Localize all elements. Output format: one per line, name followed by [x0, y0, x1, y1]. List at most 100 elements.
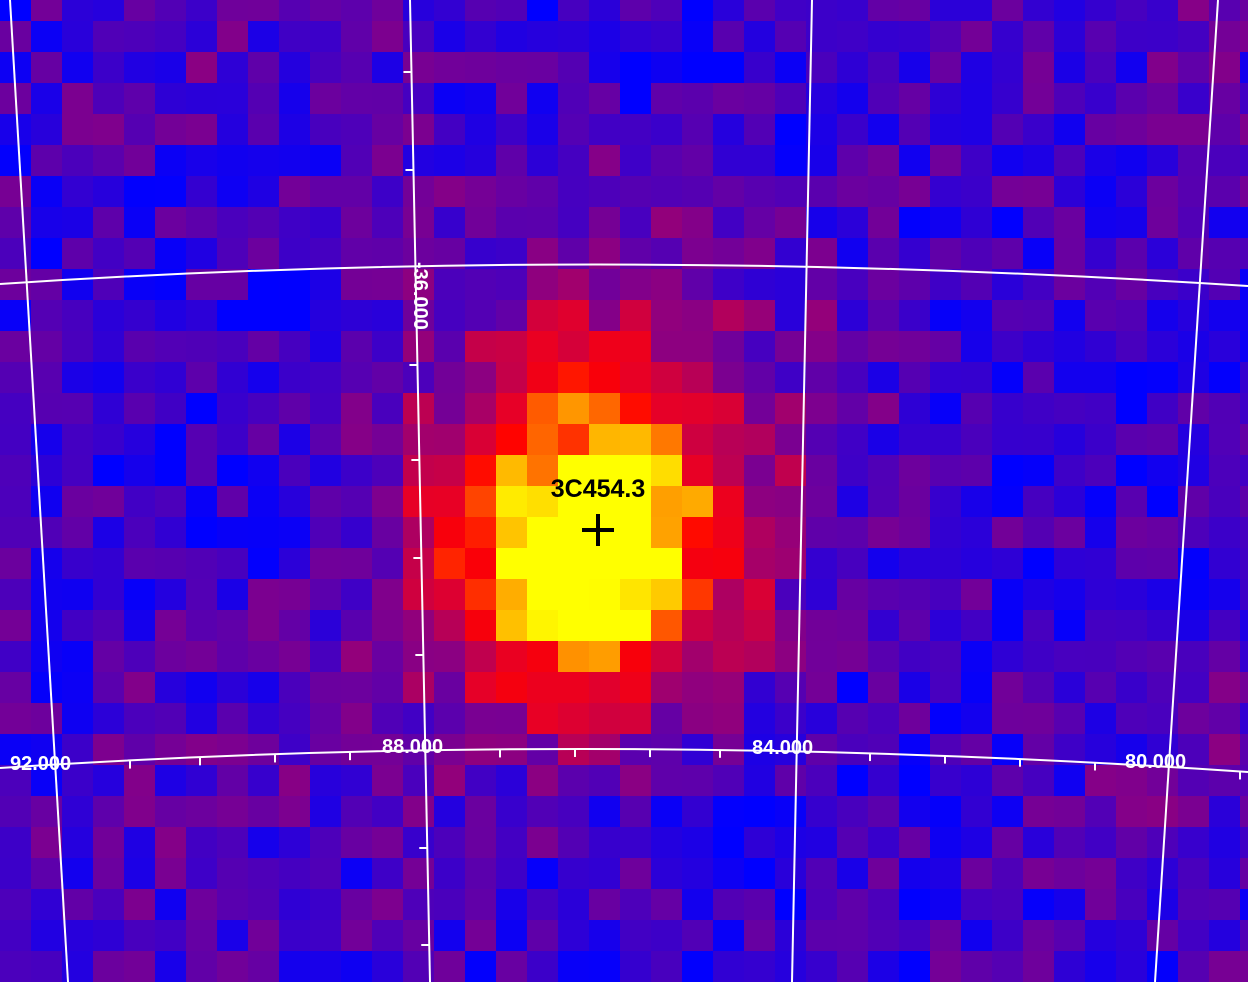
pixel [1023, 610, 1055, 642]
pixel [372, 52, 404, 84]
pixel [1116, 765, 1148, 797]
pixel [93, 765, 125, 797]
pixel [403, 796, 435, 828]
pixel [620, 207, 652, 239]
pixel [93, 424, 125, 456]
pixel [1085, 362, 1117, 394]
pixel [155, 145, 187, 177]
pixel [155, 300, 187, 332]
pixel [155, 0, 187, 22]
pixel [0, 517, 32, 549]
pixel [93, 21, 125, 53]
pixel [217, 796, 249, 828]
pixel [961, 455, 993, 487]
pixel [682, 300, 714, 332]
pixel [279, 145, 311, 177]
pixel [217, 238, 249, 270]
pixel [899, 145, 931, 177]
pixel [992, 176, 1024, 208]
pixel [1085, 951, 1117, 982]
pixel [279, 83, 311, 115]
pixel [775, 145, 807, 177]
pixel [1209, 951, 1241, 982]
pixel [1240, 858, 1248, 890]
pixel [465, 796, 497, 828]
pixel [775, 579, 807, 611]
pixel [992, 920, 1024, 952]
pixel [186, 703, 218, 735]
pixel [217, 548, 249, 580]
pixel [899, 269, 931, 301]
pixel [868, 827, 900, 859]
pixel [1054, 300, 1086, 332]
pixel [403, 517, 435, 549]
ticks [129, 71, 1241, 946]
pixel [837, 548, 869, 580]
pixel [31, 0, 63, 22]
pixel [93, 920, 125, 952]
pixel [868, 176, 900, 208]
pixel [775, 207, 807, 239]
pixel [1240, 734, 1248, 766]
pixel [775, 548, 807, 580]
pixel [527, 765, 559, 797]
pixel [62, 362, 94, 394]
pixel [1023, 920, 1055, 952]
pixel [186, 641, 218, 673]
pixel [744, 300, 776, 332]
pixel [775, 796, 807, 828]
pixel [310, 796, 342, 828]
ra-line [9, 0, 69, 982]
pixel [620, 0, 652, 22]
pixel [837, 517, 869, 549]
pixel [806, 331, 838, 363]
pixel [961, 83, 993, 115]
pixel [341, 300, 373, 332]
pixel [992, 300, 1024, 332]
pixel [186, 734, 218, 766]
pixel [62, 486, 94, 518]
pixel [465, 548, 497, 580]
pixel [744, 672, 776, 704]
pixel [1178, 21, 1210, 53]
pixel [682, 951, 714, 982]
pixel [992, 238, 1024, 270]
pixel [961, 331, 993, 363]
pixel [217, 641, 249, 673]
pixel [1147, 145, 1179, 177]
pixel [589, 83, 621, 115]
pixel [1116, 579, 1148, 611]
pixel [465, 424, 497, 456]
pixel [961, 858, 993, 890]
pixel [930, 331, 962, 363]
pixel [930, 579, 962, 611]
pixel [1209, 548, 1241, 580]
pixel [682, 858, 714, 890]
pixel [1240, 517, 1248, 549]
pixel [930, 672, 962, 704]
pixel [186, 393, 218, 425]
pixel [1209, 486, 1241, 518]
pixel [465, 176, 497, 208]
pixel [589, 21, 621, 53]
pixel [434, 114, 466, 146]
pixel [775, 734, 807, 766]
pixel [372, 331, 404, 363]
pixel [217, 52, 249, 84]
pixel [403, 114, 435, 146]
pixel [31, 300, 63, 332]
pixel [775, 641, 807, 673]
pixel [961, 951, 993, 982]
pixel [124, 796, 156, 828]
pixel [1116, 83, 1148, 115]
pixel [496, 362, 528, 394]
pixel [837, 486, 869, 518]
pixel [589, 889, 621, 921]
pixel [248, 672, 280, 704]
pixel [837, 207, 869, 239]
pixel [93, 393, 125, 425]
pixel [930, 827, 962, 859]
pixel [217, 610, 249, 642]
pixel [403, 641, 435, 673]
pixel [961, 889, 993, 921]
